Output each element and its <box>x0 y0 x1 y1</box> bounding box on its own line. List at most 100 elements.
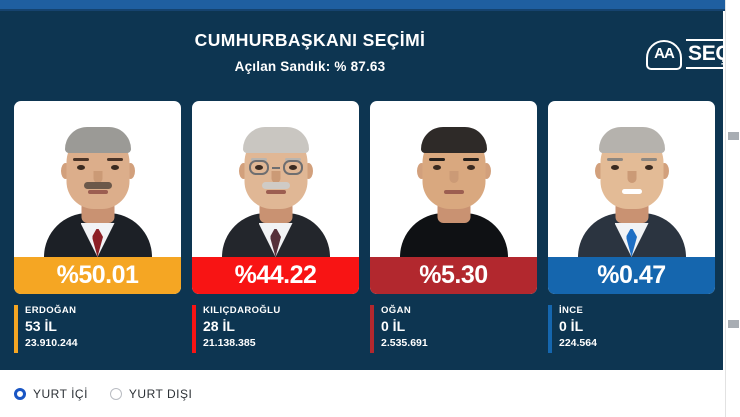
portrait-brow-left <box>606 157 623 161</box>
candidate-card-ogan[interactable]: OĞAN %5.30 <box>370 101 537 294</box>
radio-label: YURT DIŞI <box>128 386 193 401</box>
portrait-brow-left <box>428 157 445 161</box>
portrait-eye-right <box>110 165 119 170</box>
stat-color-bar <box>370 305 374 353</box>
radio-yurt-disi[interactable]: YURT DIŞI <box>109 386 193 401</box>
portrait-hair <box>420 127 487 153</box>
radio-yurt-ici[interactable]: YURT İÇİ <box>14 387 88 401</box>
radio-label: YURT İÇİ <box>33 386 88 401</box>
portrait-hair <box>598 127 665 153</box>
candidate-photo <box>14 124 181 257</box>
stat-vote-count: 23.910.244 <box>25 337 78 349</box>
candidate-percent: %0.47 <box>548 257 715 294</box>
page-title: CUMHURBAŞKANI SEÇİMİ <box>194 30 426 50</box>
portrait-brow-right <box>462 157 479 161</box>
stat-color-bar <box>192 305 196 353</box>
candidate-name-header: OĞAN <box>438 107 469 118</box>
aa-logo-text: AA <box>654 45 675 62</box>
portrait-illustration <box>370 124 537 257</box>
portrait-hair <box>242 127 309 153</box>
portrait-brow-right <box>640 157 657 161</box>
scrollbar-thumb[interactable] <box>728 132 739 140</box>
page-scrollbar[interactable] <box>725 0 740 417</box>
stat-color-bar <box>548 305 552 353</box>
candidate-card-ince[interactable]: İNCE %0. <box>548 101 715 294</box>
top-accent-bar <box>0 0 740 11</box>
portrait-brow-left <box>72 157 89 161</box>
candidate-card-erdogan[interactable]: ERDOĞAN <box>14 101 181 294</box>
portrait-ear-left <box>416 163 426 179</box>
portrait-ear-right <box>481 163 491 179</box>
stat-vote-count: 21.138.385 <box>203 337 256 349</box>
portrait-nose <box>93 171 102 183</box>
portrait-mouth <box>87 190 108 194</box>
portrait-glasses-left <box>248 160 269 175</box>
scope-filter-row: YURT İÇİ YURT DIŞI <box>0 370 740 417</box>
panel-header: CUMHURBAŞKANI SEÇİMİ Açılan Sandık: % 87… <box>0 11 740 93</box>
portrait-brow-right <box>284 157 301 161</box>
candidate-percent: %5.30 <box>370 257 537 294</box>
candidate-photo <box>548 124 715 257</box>
aa-arc-shape <box>646 40 682 70</box>
portrait-illustration <box>14 124 181 257</box>
stat-provinces-won: 28 İL <box>203 318 235 334</box>
radio-selected-icon[interactable] <box>14 387 26 400</box>
candidate-name-header: İNCE <box>618 107 645 118</box>
portrait-ear-left <box>60 163 70 179</box>
candidate-name-header: ERDOĞAN <box>71 107 124 118</box>
candidate-percent: %44.22 <box>192 257 359 294</box>
portrait-eye-right <box>288 165 297 170</box>
portrait-tie <box>92 229 103 257</box>
portrait-nose <box>449 171 458 183</box>
stat-provinces-won: 53 İL <box>25 318 57 334</box>
radio-unselected-icon[interactable] <box>109 387 122 400</box>
portrait-ear-right <box>303 163 313 179</box>
portrait-ear-left <box>238 163 248 179</box>
portrait-moustache <box>83 182 112 189</box>
portrait-eye-right <box>644 165 653 170</box>
portrait-eye-left <box>254 165 263 170</box>
candidate-stats-row: ERDOĞAN 53 İL 23.910.244 KILIÇDAROĞLU 28… <box>14 303 714 359</box>
portrait-mouth <box>443 190 464 194</box>
portrait-tie <box>626 229 637 257</box>
portrait-illustration <box>548 124 715 257</box>
candidate-percent: %50.01 <box>14 257 181 294</box>
portrait-nose <box>271 171 280 183</box>
candidate-name-header: KILIÇDAROĞLU <box>235 107 316 118</box>
portrait-nose <box>627 171 636 183</box>
portrait-glasses-right <box>282 160 303 175</box>
stat-candidate-name: OĞAN <box>381 305 412 316</box>
portrait-eye-right <box>466 165 475 170</box>
aa-logo-icon: AA <box>645 39 683 70</box>
portrait-ear-right <box>659 163 669 179</box>
candidate-photo <box>370 124 537 257</box>
stat-color-bar <box>14 305 18 353</box>
portrait-mouth <box>265 190 286 194</box>
portrait-illustration <box>192 124 359 257</box>
stat-block-kilicdaroglu: KILIÇDAROĞLU 28 İL 21.138.385 <box>192 303 364 355</box>
stat-vote-count: 2.535.691 <box>381 337 428 349</box>
candidate-cards: ERDOĞAN <box>14 101 715 294</box>
portrait-moustache <box>261 182 290 189</box>
portrait-mouth <box>621 189 642 194</box>
portrait-ear-left <box>594 163 604 179</box>
portrait-brow-right <box>106 157 123 161</box>
stat-candidate-name: KILIÇDAROĞLU <box>203 305 281 316</box>
portrait-hair <box>64 127 131 153</box>
candidate-card-kilicdaroglu[interactable]: KILIÇDAROĞLU <box>192 101 359 294</box>
portrait-eye-left <box>76 165 85 170</box>
stat-block-erdogan: ERDOĞAN 53 İL 23.910.244 <box>14 303 186 355</box>
candidate-photo <box>192 124 359 257</box>
stat-vote-count: 224.564 <box>559 337 597 349</box>
stat-block-ince: İNCE 0 İL 224.564 <box>548 303 720 355</box>
portrait-brow-left <box>250 157 267 161</box>
portrait-eye-left <box>432 165 441 170</box>
stat-candidate-name: ERDOĞAN <box>25 305 77 316</box>
stat-provinces-won: 0 İL <box>559 318 584 334</box>
portrait-glasses-bridge <box>271 167 280 169</box>
scrollbar-thumb-secondary[interactable] <box>728 320 739 328</box>
portrait-tie <box>270 229 281 257</box>
portrait-ear-right <box>125 163 135 179</box>
ballot-box-percent: Açılan Sandık: % 87.63 <box>234 59 386 74</box>
